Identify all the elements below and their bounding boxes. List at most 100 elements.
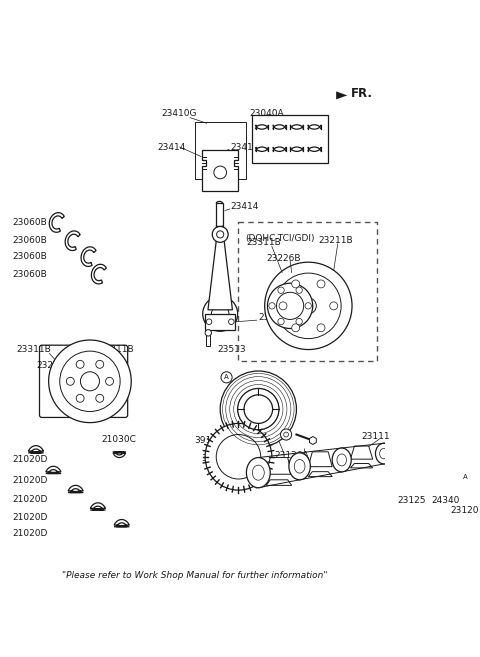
Text: 39191: 39191 <box>195 436 224 445</box>
Text: "Please refer to Work Shop Manual for further information": "Please refer to Work Shop Manual for fu… <box>62 572 327 580</box>
Polygon shape <box>308 452 332 466</box>
Circle shape <box>221 372 232 383</box>
Text: 21020D: 21020D <box>12 455 48 464</box>
Circle shape <box>276 273 341 338</box>
Ellipse shape <box>332 448 351 472</box>
Circle shape <box>292 324 300 332</box>
Text: 23211B: 23211B <box>99 345 134 354</box>
Circle shape <box>220 371 297 447</box>
Circle shape <box>459 471 470 482</box>
Circle shape <box>305 303 312 309</box>
Text: 39190A: 39190A <box>201 454 236 463</box>
Polygon shape <box>208 235 232 310</box>
Circle shape <box>106 377 114 385</box>
Ellipse shape <box>337 454 347 466</box>
Text: 23513: 23513 <box>217 345 246 354</box>
Text: 23414: 23414 <box>157 143 186 152</box>
Circle shape <box>447 468 463 485</box>
Circle shape <box>317 280 325 288</box>
Polygon shape <box>350 464 372 468</box>
Polygon shape <box>49 213 64 233</box>
Polygon shape <box>90 503 106 510</box>
Ellipse shape <box>380 449 388 459</box>
Circle shape <box>96 360 104 369</box>
Text: 23412: 23412 <box>230 143 259 152</box>
Text: 23111: 23111 <box>361 432 390 442</box>
Circle shape <box>269 303 275 309</box>
Circle shape <box>280 429 292 440</box>
Ellipse shape <box>289 453 311 480</box>
Text: 23510: 23510 <box>258 313 287 323</box>
Circle shape <box>278 319 284 325</box>
Circle shape <box>76 394 84 402</box>
Text: 23414: 23414 <box>230 202 259 211</box>
Text: 21030C: 21030C <box>101 435 136 443</box>
Polygon shape <box>393 440 413 451</box>
Text: 21020D: 21020D <box>12 476 48 485</box>
Text: 24340: 24340 <box>432 496 460 505</box>
Polygon shape <box>113 452 126 457</box>
Polygon shape <box>266 457 292 474</box>
Circle shape <box>300 298 316 314</box>
Text: 23060B: 23060B <box>12 218 47 227</box>
Text: 23410G: 23410G <box>161 109 197 118</box>
Circle shape <box>96 394 104 402</box>
Text: 23125: 23125 <box>397 496 426 505</box>
Circle shape <box>284 432 288 437</box>
Circle shape <box>203 296 238 331</box>
Text: 23311B: 23311B <box>246 238 281 247</box>
Bar <box>216 204 223 225</box>
Circle shape <box>214 166 227 179</box>
Polygon shape <box>308 472 332 476</box>
Circle shape <box>292 280 300 288</box>
Circle shape <box>216 434 261 479</box>
Ellipse shape <box>418 438 432 456</box>
Text: 23120: 23120 <box>451 507 479 515</box>
Polygon shape <box>28 445 44 453</box>
Text: A: A <box>462 474 467 480</box>
Polygon shape <box>393 455 413 459</box>
Text: 23311B: 23311B <box>16 345 51 354</box>
Text: FR.: FR. <box>350 87 372 101</box>
Circle shape <box>81 372 99 391</box>
Text: 21020D: 21020D <box>12 530 48 538</box>
Text: (DOHC-TCI/GDI): (DOHC-TCI/GDI) <box>245 234 314 242</box>
Polygon shape <box>91 264 107 284</box>
Circle shape <box>330 302 337 310</box>
Circle shape <box>205 423 272 490</box>
Text: 23127B: 23127B <box>297 460 331 469</box>
Circle shape <box>238 388 279 430</box>
Circle shape <box>212 305 229 323</box>
Polygon shape <box>114 520 130 527</box>
Bar <box>252 115 328 163</box>
Circle shape <box>216 231 224 238</box>
Circle shape <box>296 319 302 325</box>
Text: 23226B: 23226B <box>266 254 301 263</box>
Circle shape <box>205 330 212 336</box>
Circle shape <box>420 457 455 493</box>
Bar <box>206 333 210 346</box>
Ellipse shape <box>421 443 429 451</box>
Text: 23040A: 23040A <box>249 109 284 118</box>
FancyBboxPatch shape <box>239 223 377 361</box>
Circle shape <box>296 287 302 294</box>
Circle shape <box>317 324 325 332</box>
Polygon shape <box>310 436 316 445</box>
Circle shape <box>279 302 287 310</box>
Text: 23060B: 23060B <box>12 237 47 245</box>
Polygon shape <box>202 150 239 191</box>
Polygon shape <box>266 480 292 486</box>
FancyBboxPatch shape <box>39 345 128 417</box>
Text: 23060B: 23060B <box>12 269 47 279</box>
Circle shape <box>48 340 131 422</box>
Ellipse shape <box>294 459 305 473</box>
Text: A: A <box>224 374 229 380</box>
Circle shape <box>228 319 234 325</box>
Text: 21020D: 21020D <box>12 512 48 522</box>
Text: 23126A: 23126A <box>274 451 309 460</box>
Circle shape <box>264 262 352 350</box>
Polygon shape <box>46 466 61 474</box>
Text: 23211B: 23211B <box>318 237 352 245</box>
Circle shape <box>267 283 313 328</box>
Ellipse shape <box>252 465 264 480</box>
